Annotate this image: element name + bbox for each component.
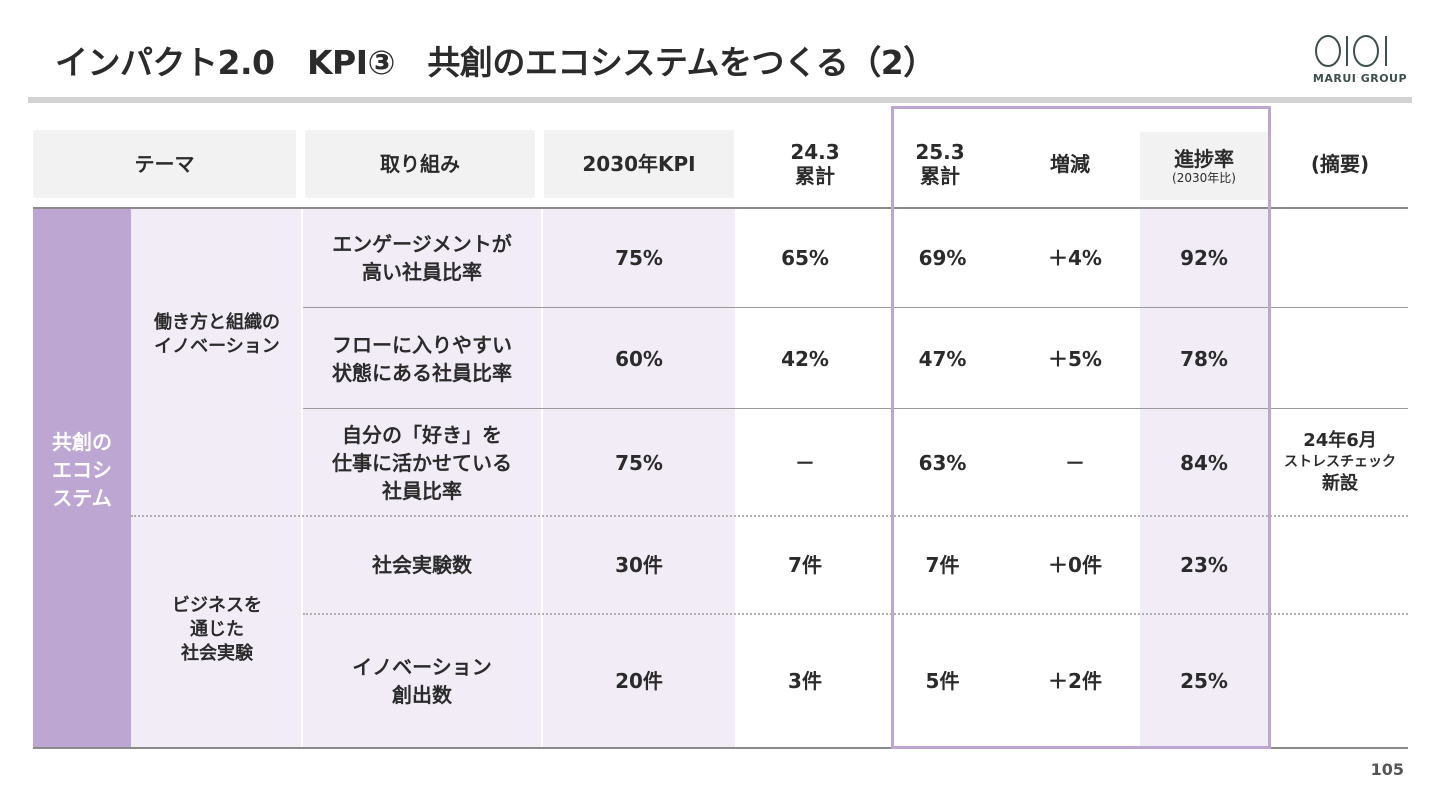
- group-line: 通じた: [190, 618, 244, 640]
- theme-line: ステム: [52, 486, 112, 510]
- header-fy25-line2: 累計: [919, 164, 960, 188]
- marui-group-logo: MARUI GROUP: [1310, 32, 1410, 88]
- initiative-line: 社員比率: [382, 478, 462, 503]
- header-progress-bg: [1140, 132, 1268, 200]
- table-row-1-kpi2030: 60%: [615, 346, 663, 371]
- group-line: 社会実験: [181, 643, 253, 665]
- table-row-0-fy24: 65%: [781, 245, 829, 270]
- memo-line: 24年6月: [1303, 429, 1377, 451]
- group-label-work-style: 働き方と組織の イノベーション: [131, 310, 303, 360]
- header-fy24-line2: 累計: [794, 164, 835, 188]
- header-progress: 進捗率 (2030年比): [1140, 132, 1268, 200]
- table-row-2-initiative: 自分の「好き」を 仕事に活かせている 社員比率: [303, 410, 541, 515]
- memo-line: ストレスチェック: [1284, 454, 1396, 471]
- table-row-0-fy25: 69%: [918, 245, 967, 270]
- table-row-4-progress: 25%: [1180, 669, 1228, 693]
- header-fy25: 25.3 累計: [895, 130, 985, 198]
- group-line: イノベーション: [154, 336, 280, 357]
- header-fy24: 24.3 累計: [740, 130, 890, 198]
- theme-line: 共創の: [52, 430, 112, 454]
- table-row-3-progress: 23%: [1180, 553, 1228, 577]
- header-change-label: 増減: [1050, 152, 1090, 176]
- initiative-line: 状態にある社員比率: [332, 360, 512, 385]
- table-bottom-rule: [33, 747, 1408, 749]
- initiative-line: 高い社員比率: [361, 259, 482, 284]
- table-row-1-fy24: 42%: [781, 346, 829, 371]
- table-row-2-memo: 24年6月ストレスチェック 新設: [1272, 410, 1408, 515]
- header-kpi2030: 2030年KPI: [544, 130, 734, 198]
- page-number: 105: [1370, 760, 1404, 779]
- table-row-4-change: ＋2件: [1048, 669, 1102, 693]
- table-row-1-fy25: 47%: [918, 346, 967, 371]
- table-row-3-fy25: 7件: [925, 553, 960, 577]
- table-row-0-change: ＋4%: [1048, 245, 1102, 270]
- header-kpi2030-label: 2030年KPI: [582, 152, 696, 176]
- memo-line: 新設: [1322, 472, 1358, 494]
- table-row-3-fy24: 7件: [788, 553, 822, 577]
- logo-text: MARUI GROUP: [1312, 72, 1408, 85]
- header-progress-note: (2030年比): [1172, 170, 1236, 185]
- initiative-line: 創出数: [391, 683, 452, 707]
- header-fy24-line1: 24.3: [790, 140, 840, 164]
- table-row-1-initiative: フローに入りやすい 状態にある社員比率: [303, 309, 541, 408]
- row-divider-1: [303, 307, 1408, 308]
- table-row-4-initiative: イノベーション 創出数: [303, 615, 541, 747]
- table-row-0-initiative: エンゲージメントが 高い社員比率: [303, 208, 541, 307]
- table-row-3-kpi2030: 30件: [615, 553, 663, 577]
- group-divider: [131, 515, 1408, 517]
- header-bottom-rule: [33, 207, 1408, 209]
- table-row-4-fy24: 3件: [788, 669, 822, 693]
- header-theme-label: テーマ: [134, 152, 195, 176]
- theme-label: 共創の エコシ ステム: [33, 428, 131, 512]
- title-divider: [28, 97, 1412, 103]
- table-row-2-change: －: [1065, 450, 1085, 475]
- header-initiative: 取り組み: [305, 130, 535, 198]
- theme-line: エコシ: [52, 458, 112, 482]
- initiative-line: イノベーション: [352, 655, 492, 679]
- group-label-social-experiment: ビジネスを 通じた社会実験: [131, 590, 303, 670]
- row-divider-4: [303, 613, 1408, 615]
- highlight-box-fy25: [891, 106, 1271, 749]
- initiative-line: 社会実験数: [372, 553, 472, 577]
- initiative-line: 自分の「好き」を: [342, 422, 502, 447]
- table-row-0-kpi2030: 75%: [615, 245, 663, 270]
- header-initiative-label: 取り組み: [380, 152, 460, 176]
- table-row-0-progress: 92%: [1180, 245, 1228, 270]
- group-column: [131, 208, 301, 748]
- header-memo: (摘要): [1272, 130, 1408, 198]
- row-divider-2: [303, 408, 1408, 409]
- progress-column: [1140, 208, 1268, 748]
- header-theme: テーマ: [33, 130, 296, 198]
- table-row-2-kpi2030: 75%: [615, 450, 663, 475]
- theme-column: [33, 208, 131, 748]
- table-row-2-fy24: －: [795, 450, 815, 475]
- kpi-column: [543, 208, 735, 748]
- header-progress-label: 進捗率: [1174, 146, 1234, 171]
- initiative-line: エンゲージメントが: [332, 231, 512, 256]
- header-fy25-line1: 25.3: [915, 140, 965, 164]
- table-row-4-kpi2030: 20件: [615, 669, 663, 693]
- initiative-line: フローに入りやすい: [332, 332, 512, 357]
- oioi-logo-icon: [1315, 35, 1387, 67]
- header-change: 増減: [1010, 130, 1130, 198]
- group-line: 働き方と組織の: [154, 311, 280, 333]
- table-row-4-fy25: 5件: [925, 669, 960, 693]
- table-row-2-progress: 84%: [1180, 450, 1228, 475]
- group-line: ビジネスを: [172, 594, 262, 616]
- table-row-1-progress: 78%: [1180, 346, 1228, 371]
- initiative-column: [303, 208, 541, 748]
- initiative-line: 仕事に活かせている: [332, 450, 512, 475]
- header-memo-label: (摘要): [1310, 152, 1370, 176]
- slide-title: インパクト2.0 KPI③ 共創のエコシステムをつくる（2）: [55, 43, 936, 82]
- table-row-3-change: ＋0件: [1048, 553, 1102, 577]
- table-row-2-fy25: 63%: [918, 450, 967, 475]
- table-row-3-initiative: 社会実験数: [303, 517, 541, 613]
- table-row-1-change: ＋5%: [1048, 346, 1102, 371]
